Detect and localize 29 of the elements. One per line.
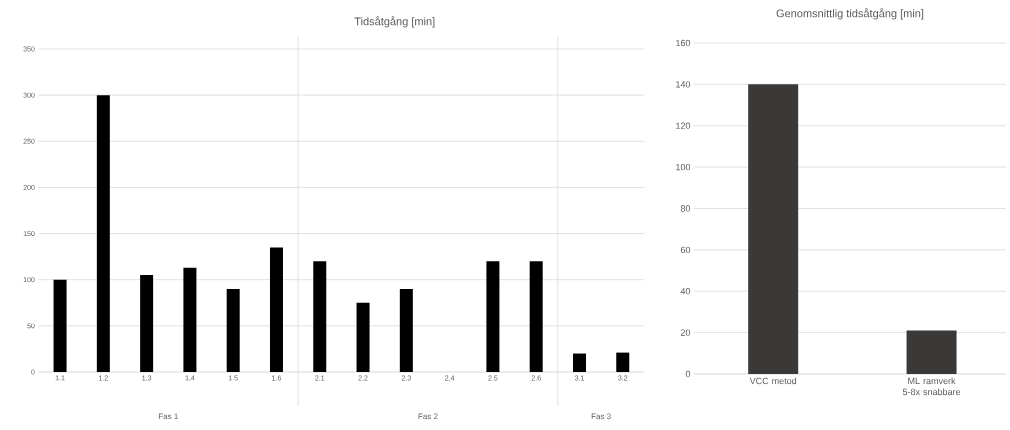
bar bbox=[572, 353, 586, 372]
bar bbox=[529, 261, 543, 372]
text: Fas 1 bbox=[158, 413, 178, 420]
y-tick-label: 0 bbox=[685, 370, 691, 378]
y-tick-label: 80 bbox=[680, 205, 691, 212]
bar bbox=[616, 352, 630, 372]
x-tick-label: VCC metod bbox=[749, 377, 797, 385]
y-tick-label: 40 bbox=[680, 288, 691, 295]
bar bbox=[53, 279, 67, 372]
y-tick-label: 60 bbox=[680, 246, 691, 254]
bar bbox=[356, 302, 370, 372]
y-tick-label: 140 bbox=[676, 81, 691, 88]
text: Fas 3 bbox=[591, 413, 611, 420]
bar bbox=[399, 288, 413, 372]
bar bbox=[96, 95, 110, 372]
bar bbox=[313, 261, 327, 372]
bar bbox=[140, 275, 154, 372]
text: Fas 2 bbox=[418, 413, 438, 420]
y-tick-label: 100 bbox=[676, 163, 691, 171]
chart-title: Genomsnittlig tidsåtgång [min] bbox=[776, 8, 924, 20]
chart-title: Tidsåtgång [min] bbox=[354, 16, 435, 28]
y-tick-label: 120 bbox=[676, 122, 691, 129]
bar bbox=[486, 261, 500, 372]
bar bbox=[269, 247, 283, 372]
bar bbox=[183, 267, 197, 372]
y-tick-label: 160 bbox=[676, 39, 691, 47]
x-tick-label: ML ramverk 5-8x snabbare bbox=[902, 377, 961, 396]
bar bbox=[226, 288, 240, 372]
y-tick-label: 20 bbox=[680, 329, 691, 336]
